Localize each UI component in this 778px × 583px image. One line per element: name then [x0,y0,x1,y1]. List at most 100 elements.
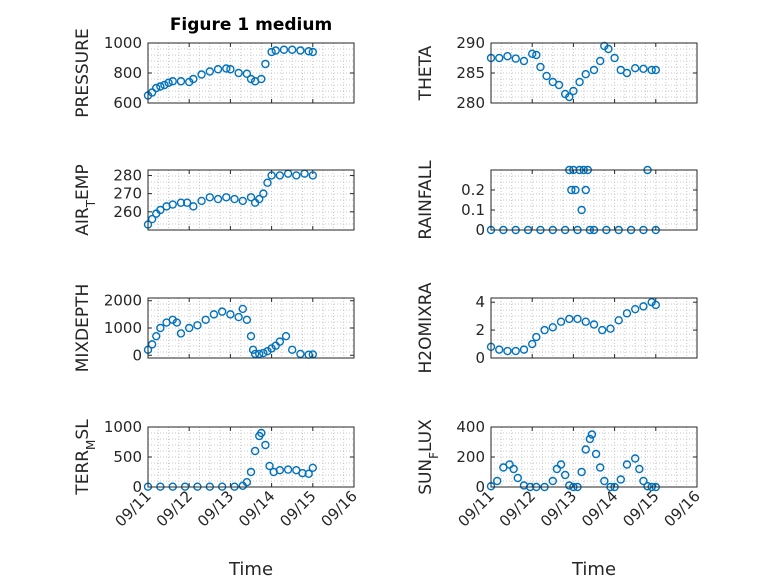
data-point [610,53,619,63]
y-tick-label: 500 [113,448,142,466]
data-point [591,449,601,459]
data-point [217,307,227,316]
data-point [250,446,260,456]
data-point [595,463,605,472]
data-point [213,194,223,204]
data-point [573,314,582,324]
data-point [308,47,317,57]
data-point [275,171,285,180]
data-point [581,317,590,326]
data-point [509,464,518,474]
y-tick-label: 1000 [104,418,142,436]
x-tick-label: 09/14 [235,487,278,530]
data-point [308,463,317,472]
data-point [168,200,177,209]
data-point [246,467,256,477]
data-point [540,325,549,335]
data-point [604,44,613,54]
data-point [639,302,648,311]
y-tick-label: 2 [475,321,485,339]
data-point [279,45,289,54]
data-point [296,46,305,55]
data-point [259,348,268,358]
data-point [503,346,512,356]
data-point [201,315,210,325]
data-point [242,69,252,78]
data-point [577,205,586,215]
subplot-mixdepth: 0 1000 2000 MIXDEPTH [73,284,355,373]
y-tick-label: 270 [113,185,142,203]
data-point [182,198,192,207]
y-tick-label: 0 [132,346,142,364]
y-tick-label: 800 [113,64,142,82]
data-point [606,324,615,333]
y-axis-label: AIRTEMP [73,164,98,235]
y-tick-label: 260 [113,203,142,221]
data-point [639,64,648,74]
data-point [275,337,285,346]
subplot-theta: 280 285 290 THETA [416,34,698,112]
data-point [565,92,574,102]
data-point [643,482,652,491]
y-tick-label: 2000 [104,292,142,310]
data-point [595,56,605,66]
data-point [160,80,169,90]
data-point [631,304,640,314]
data-point [581,69,590,79]
data-point [651,65,660,75]
data-point [265,461,274,471]
data-point [304,47,313,56]
data-point [164,78,173,87]
data-point [548,323,557,332]
subplot-sun-flux: 020040009/1109/1209/1309/1409/1509/16SUN… [416,418,704,530]
data-point [197,196,206,206]
data-point [581,185,590,195]
y-tick-label: 285 [456,64,485,82]
data-point [631,63,640,73]
data-point [296,349,305,359]
x-axis-label-left: Time [228,559,273,580]
y-axis-label: PRESSURE [73,28,93,117]
data-point [556,460,566,469]
x-tick-label: 09/12 [153,487,196,530]
data-point [261,440,270,450]
data-point [503,52,512,61]
data-point [255,194,264,204]
subplot-rainfall: 0 0.1 0.2 RAINFALL [416,160,698,240]
data-point [519,345,529,354]
data-point [560,470,570,480]
data-point [222,64,231,73]
data-point [246,331,256,341]
axes-frame [490,426,698,488]
data-point [288,45,297,54]
data-point [292,171,301,180]
x-tick-label: 09/15 [619,487,662,530]
data-point [261,59,270,69]
data-point [567,185,576,195]
data-point [152,83,161,93]
subplot-h2omixra: 0 2 4 H2OMIXRA [416,282,698,374]
data-point [532,50,541,60]
y-tick-label: 1000 [104,319,142,337]
data-point [156,205,165,215]
axes-frame [147,169,355,231]
figure-title: Figure 1 medium [170,15,332,35]
data-point [257,428,266,438]
data-point [495,53,504,63]
y-axis-label: MIXDEPTH [73,284,93,373]
axes-frame [147,426,355,488]
data-point [577,467,586,477]
data-point [288,345,297,355]
data-point [622,309,632,318]
data-point [156,323,165,333]
data-point [234,68,243,78]
y-tick-label: 290 [456,34,485,52]
y-axis-label: TERRMSL [73,419,98,496]
data-point [532,332,541,342]
axes-frame [147,42,355,104]
data-point [193,321,202,330]
data-point [189,202,198,211]
data-point [168,77,177,86]
